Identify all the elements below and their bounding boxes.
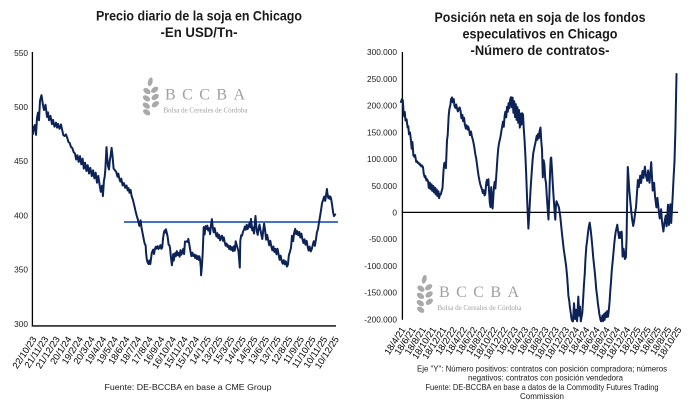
svg-text:Posición neta en soja de los f: Posición neta en soja de los fondos (435, 10, 646, 25)
svg-text:50.000: 50.000 (372, 181, 398, 191)
svg-text:Commission: Commission (520, 392, 564, 401)
svg-text:500: 500 (14, 102, 28, 112)
svg-text:-50.000: -50.000 (369, 234, 398, 244)
svg-text:negativos: contratos con posic: negativos: contratos con posición vended… (468, 374, 623, 383)
svg-text:Eje "Y": Número positivos: con: Eje "Y": Número positivos: contratos con… (417, 365, 667, 374)
svg-text:Precio diario de la soja en Ch: Precio diario de la soja en Chicago (96, 9, 302, 24)
svg-text:Bolsa de Cereales de Córdoba: Bolsa de Cereales de Córdoba (438, 303, 523, 312)
svg-text:250.000: 250.000 (367, 74, 397, 84)
svg-text:-100.000: -100.000 (364, 261, 397, 271)
svg-text:especulativos en Chicago: especulativos en Chicago (463, 27, 618, 42)
svg-text:-Número de contratos-: -Número de contratos- (471, 43, 610, 58)
svg-text:450: 450 (14, 156, 28, 166)
svg-text:-200.000: -200.000 (364, 314, 397, 324)
svg-text:150.000: 150.000 (367, 127, 397, 137)
svg-text:300.000: 300.000 (367, 47, 397, 57)
svg-text:300: 300 (14, 319, 28, 329)
svg-text:-150.000: -150.000 (364, 288, 397, 298)
svg-text:400: 400 (14, 210, 28, 220)
svg-text:350: 350 (14, 265, 28, 275)
svg-text:0: 0 (392, 208, 397, 218)
svg-text:100.000: 100.000 (367, 154, 397, 164)
svg-text:BCCBA: BCCBA (439, 284, 519, 301)
svg-text:200.000: 200.000 (367, 101, 397, 111)
svg-text:Fuente: DE-BCCBA en base a dat: Fuente: DE-BCCBA en base a datos de la C… (426, 383, 659, 392)
svg-text:Fuente: DE-BCCBA en base a CME: Fuente: DE-BCCBA en base a CME Group (105, 382, 272, 392)
svg-text:550: 550 (14, 48, 28, 58)
svg-text:Bolsa de Cereales de Córdoba: Bolsa de Cereales de Córdoba (164, 105, 249, 114)
svg-text:-En USD/Tn-: -En USD/Tn- (161, 25, 238, 40)
svg-text:BCCBA: BCCBA (165, 87, 245, 104)
